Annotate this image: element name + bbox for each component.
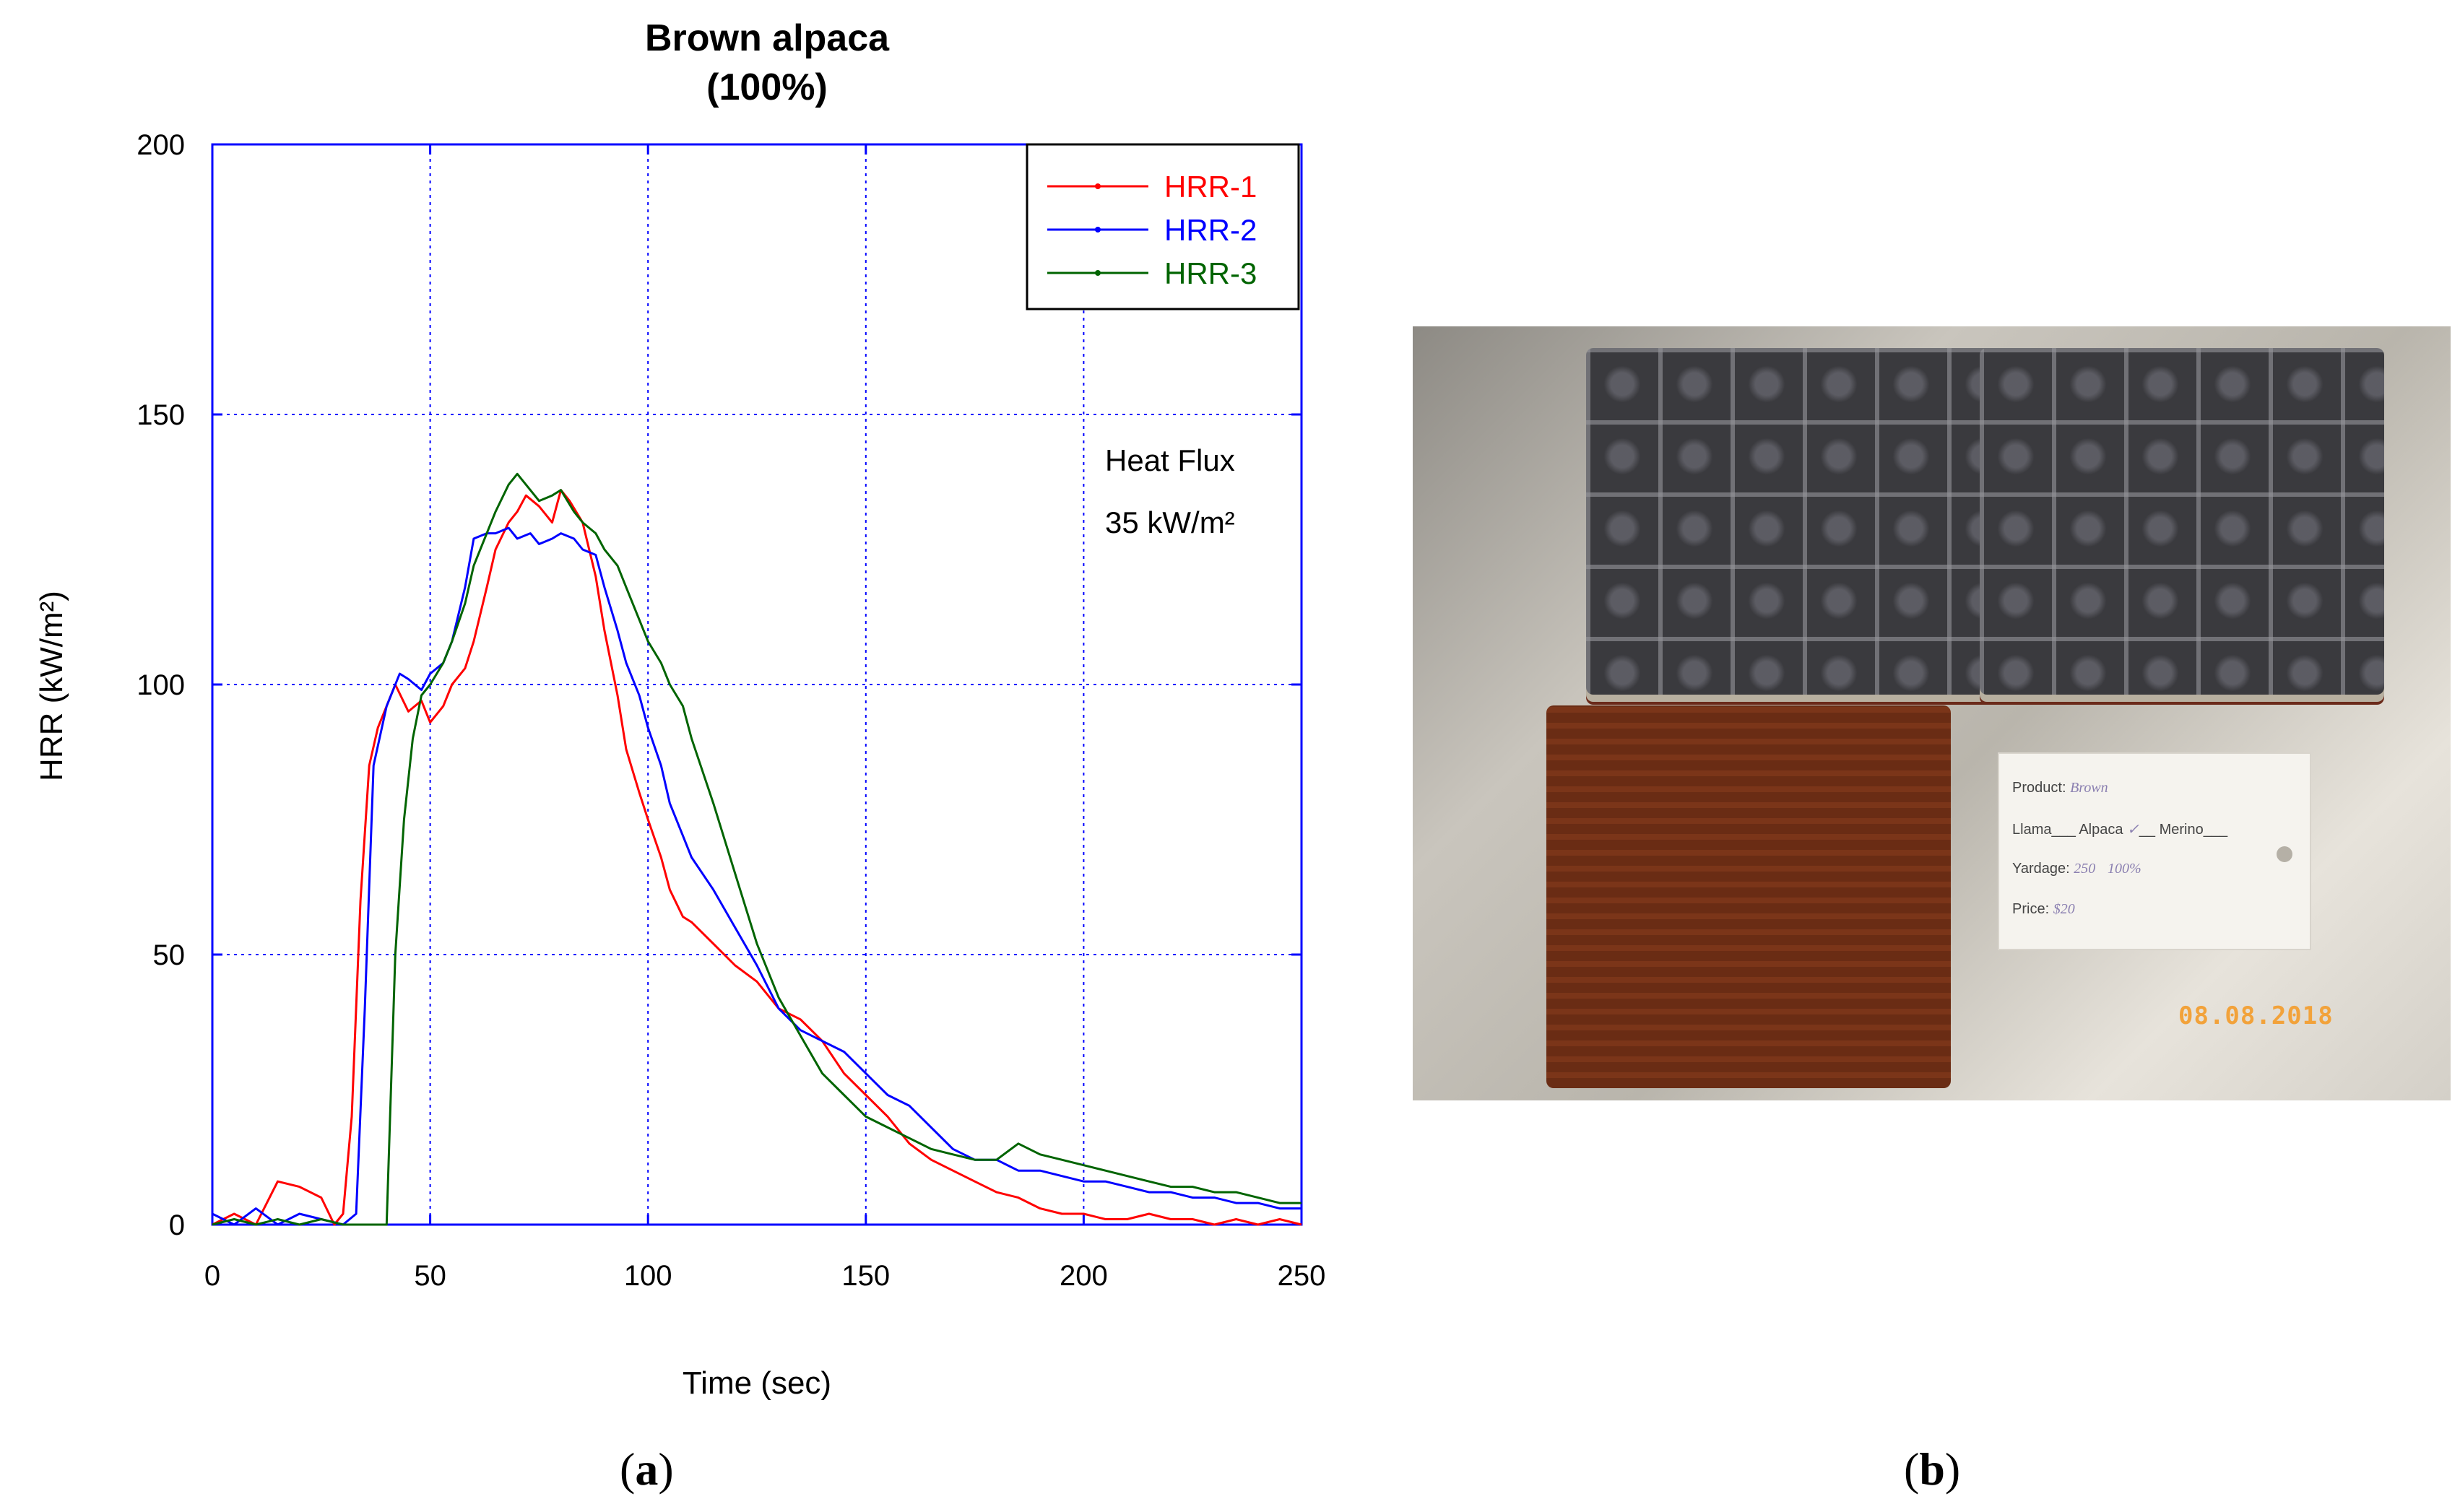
heat-flux-value: 35 kW/m² [1105, 505, 1235, 539]
knit-fabric-sample [1546, 705, 1951, 1088]
y-tick-label: 50 [153, 939, 186, 971]
tag-percent-value: 100% [2107, 861, 2141, 877]
panel-b-label: (b) [1904, 1443, 1961, 1495]
series-lines [212, 472, 1302, 1226]
charred-sample-1 [1586, 348, 2005, 695]
x-tick-label: 50 [414, 1260, 446, 1292]
legend-label-hrr-1: HRR-1 [1164, 170, 1257, 204]
tag-product-label: Product [2012, 780, 2062, 796]
legend-marker-hrr-2 [1095, 227, 1101, 233]
plot-frame [211, 143, 1303, 1226]
legend-box [1026, 143, 1300, 310]
panel-a-label: (a) [620, 1443, 674, 1495]
y-tick-label: 150 [137, 399, 185, 431]
tag-merino-label: Merino [2159, 822, 2204, 838]
legend-label-hrr-2: HRR-2 [1164, 213, 1257, 247]
tag-price-value: $20 [2053, 901, 2075, 917]
y-axis-label: HRR (kW/m²) [34, 591, 69, 781]
x-axis-label: Time (sec) [683, 1365, 831, 1401]
tag-price-label: Price [2012, 901, 2045, 917]
date-stamp: 08.08.2018 [2178, 1002, 2334, 1030]
grid [212, 144, 1302, 1225]
chart-title: Brown alpaca [645, 17, 890, 59]
heat-flux-label: Heat Flux [1105, 443, 1235, 477]
x-tick-label: 100 [624, 1260, 672, 1292]
legend-label-hrr-3: HRR-3 [1164, 256, 1257, 290]
tag-yardage-value: 250 [2074, 861, 2096, 877]
chart-subtitle: (100%) [706, 66, 828, 108]
tag-yardage-label: Yardage [2012, 861, 2066, 877]
x-tick-label: 0 [204, 1260, 220, 1292]
x-tick-label: 250 [1278, 1260, 1326, 1292]
axes [211, 143, 1303, 1226]
tag-hole [2277, 846, 2292, 862]
charred-sample-2 [1980, 348, 2384, 695]
legend-marker-hrr-1 [1095, 183, 1101, 189]
tag-alpaca-label: Alpaca [2079, 822, 2123, 838]
y-tick-label: 200 [137, 129, 185, 161]
legend-marker-hrr-3 [1095, 270, 1101, 276]
panel-a-letter: a [635, 1443, 659, 1495]
series-line-hrr-2 [212, 526, 1302, 1226]
panel-b-letter: b [1919, 1443, 1945, 1495]
tag-llama-label: Llama [2012, 822, 2052, 838]
x-tick-label: 150 [841, 1260, 890, 1292]
tick-labels: 0 50 100 150 200 250 0 50 100 150 200 [137, 129, 1325, 1292]
series-line-hrr-1 [212, 489, 1302, 1226]
legend: HRR-1 HRR-2 HRR-3 [1026, 143, 1300, 310]
product-tag: Product: Brown Llama___ Alpaca ✓__ Merin… [1998, 752, 2311, 950]
x-tick-label: 200 [1060, 1260, 1108, 1292]
y-tick-label: 0 [169, 1209, 185, 1241]
y-tick-label: 100 [137, 669, 185, 701]
tag-alpaca-mark: ✓ [2127, 822, 2139, 838]
series-line-hrr-3 [212, 472, 1302, 1226]
sample-photo: Product: Brown Llama___ Alpaca ✓__ Merin… [1413, 326, 2451, 1100]
tag-product-value: Brown [2070, 780, 2108, 796]
